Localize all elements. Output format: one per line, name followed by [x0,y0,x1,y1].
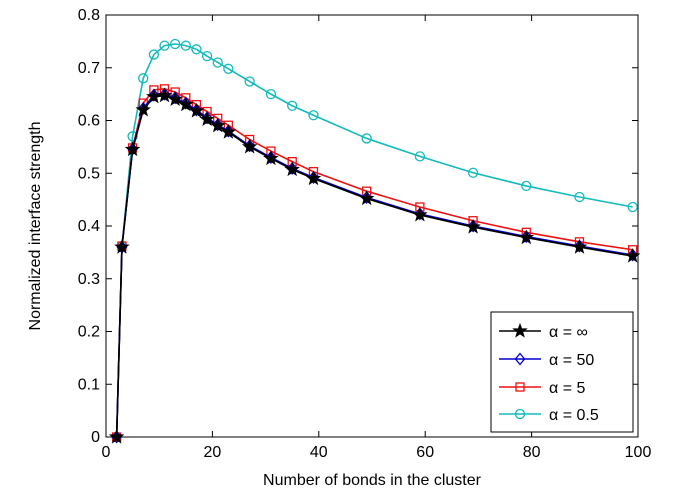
data-point [414,151,426,162]
data-point [180,40,191,51]
y-axis-label: Normalized interface strength [27,122,44,331]
data-point [361,190,373,205]
data-point [521,180,532,192]
data-point [148,88,160,102]
data-point [624,247,641,263]
legend-entry: α = 50 [499,352,594,369]
y-tick-label: 0 [91,429,100,446]
data-point [159,40,170,51]
data-point [241,138,258,154]
data-point [308,170,319,184]
y-tick-label: 0.4 [78,218,100,235]
data-point [201,50,213,62]
data-point [124,141,141,157]
data-point [414,207,426,221]
data-point [571,238,588,254]
data-point [514,408,526,420]
data-point [169,91,181,105]
legend-entry: α = 5 [499,380,585,397]
series-0 [108,87,641,444]
data-point [514,352,526,366]
data-point [305,170,322,186]
data-point [286,161,298,176]
data-point [127,131,138,142]
y-tick-label: 0.2 [78,324,100,341]
data-point [201,111,213,125]
data-point [148,49,160,60]
data-point [199,111,215,127]
data-point [135,101,152,117]
legend-label: α = 0.5 [549,407,599,424]
x-tick-label: 80 [523,444,541,461]
data-point [191,44,202,55]
y-tick-label: 0.5 [78,165,100,182]
x-tick-label: 60 [416,444,434,461]
data-point [265,150,277,164]
legend-entry: α = 0.5 [499,407,599,424]
x-tick-label: 40 [310,444,328,461]
data-point [170,38,181,50]
data-point [358,190,375,206]
data-point [308,110,319,121]
data-point [223,124,234,138]
data-point [191,103,202,117]
data-point [212,57,223,68]
data-point [265,88,277,100]
y-tick-label: 0.1 [78,376,100,393]
data-point [178,96,194,112]
y-tick-label: 0.3 [78,271,100,288]
data-point [114,238,130,254]
data-point [167,91,183,107]
data-point [138,73,149,84]
x-tick-label: 100 [625,444,652,461]
data-point [244,76,255,87]
series-line [115,43,633,438]
data-point [209,117,226,133]
legend: α = ∞ α = 50 α = 5 α = 0.5 [490,311,634,433]
data-point [512,322,528,338]
data-point [627,248,639,262]
data-point [188,102,205,118]
data-point [212,118,224,132]
y-tick-label: 0.8 [78,7,100,24]
data-point [159,87,170,101]
legend-label: α = ∞ [549,324,588,341]
legend-label: α = 50 [549,352,594,369]
x-axis-label: Number of bonds in the cluster [263,472,482,489]
series-line [115,88,633,438]
data-point [520,230,532,244]
data-point [156,87,173,103]
data-point [287,100,298,111]
data-point [361,133,372,144]
data-point [180,96,192,110]
data-point [284,161,300,177]
x-tick-label: 20 [204,444,222,461]
data-point [108,428,125,444]
data-point [412,206,428,222]
legend-box [490,311,634,433]
legend-label: α = 5 [549,380,585,397]
axis-ticks: 0 20 40 60 80 100 0 0.1 0.2 0.3 0.4 0.5 0.6 0.7 0.8 [78,7,652,461]
data-point [574,239,585,253]
data-point [627,201,638,213]
data-point [263,150,279,166]
y-tick-label: 0.7 [78,60,100,77]
data-point [223,63,234,74]
data-point [574,191,585,203]
data-point [515,382,525,392]
data-point [465,218,481,234]
x-tick-label: 0 [102,444,111,461]
series-layer [108,38,641,444]
data-point [467,167,479,178]
data-point [220,123,237,139]
legend-entry: α = ∞ [499,322,588,341]
data-point [518,229,535,245]
series-line [115,93,633,438]
data-point [467,219,479,233]
series-line [115,94,633,438]
y-tick-label: 0.6 [78,113,100,130]
